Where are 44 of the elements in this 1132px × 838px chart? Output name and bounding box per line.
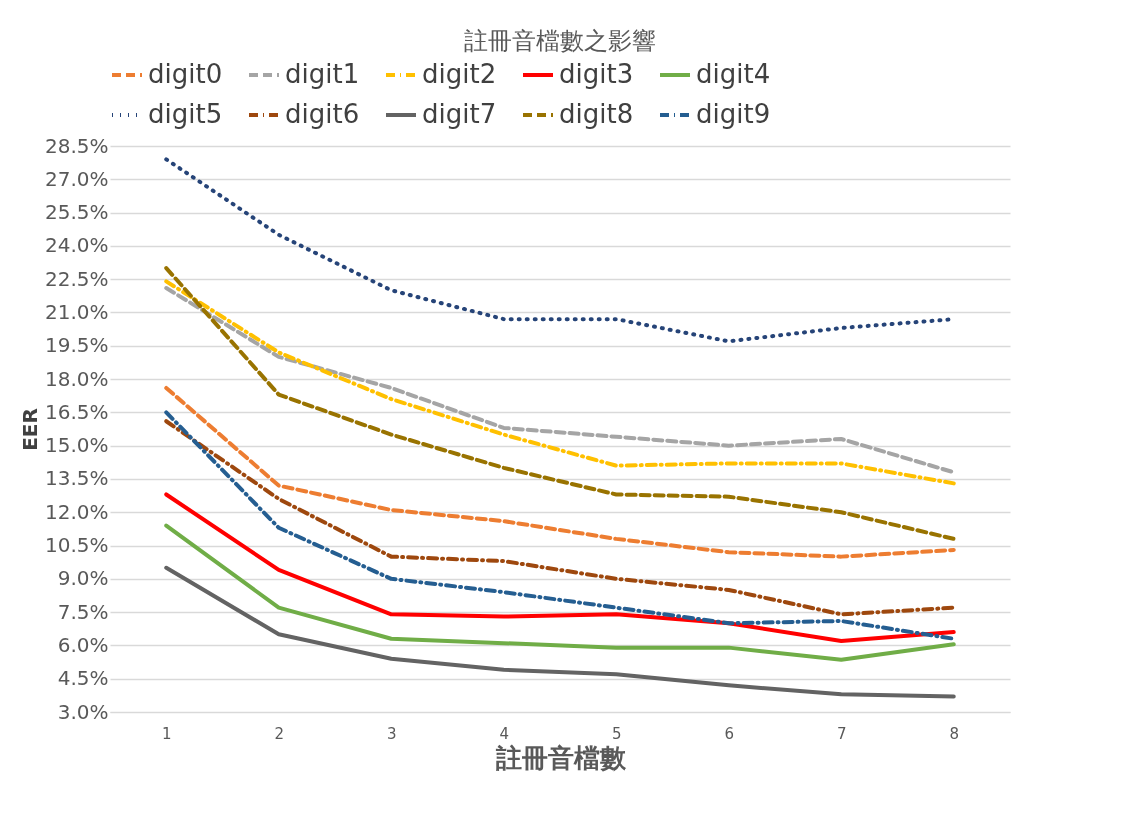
y-tick-label: 3.0% xyxy=(57,699,109,724)
x-tick-label: 7 xyxy=(836,724,847,743)
legend-label: digit9 xyxy=(696,99,771,129)
chart-title: 註冊音檔數之影響 xyxy=(464,27,656,55)
x-tick-label: 2 xyxy=(274,724,285,743)
y-tick-label: 6.0% xyxy=(57,632,109,657)
y-tick-label: 21.0% xyxy=(44,299,109,324)
legend-label: digit6 xyxy=(285,99,360,129)
y-tick-label: 13.5% xyxy=(44,466,109,491)
line-series xyxy=(164,266,956,541)
line-series xyxy=(164,523,956,662)
y-tick-label: 28.5% xyxy=(44,133,109,158)
y-tick-label: 9.0% xyxy=(57,566,109,591)
x-tick-label: 5 xyxy=(611,724,622,743)
x-tick-label: 8 xyxy=(949,724,960,743)
x-axis-title: 註冊音檔數 xyxy=(494,742,627,773)
legend-label: digit8 xyxy=(559,99,634,129)
y-axis-title: EER xyxy=(17,408,42,451)
y-tick-label: 10.5% xyxy=(44,533,109,558)
y-tick-label: 24.0% xyxy=(44,233,109,258)
y-tick-label: 27.0% xyxy=(44,166,109,191)
line-series xyxy=(164,492,956,643)
legend-label: digit3 xyxy=(559,59,634,89)
y-tick-label: 19.5% xyxy=(44,333,109,358)
x-tick-label: 3 xyxy=(386,724,397,743)
line-series xyxy=(164,385,956,559)
y-tick-label: 16.5% xyxy=(44,399,109,424)
x-tick-label: 4 xyxy=(499,724,510,743)
legend-label: digit7 xyxy=(422,99,497,129)
y-tick-label: 25.5% xyxy=(44,200,109,225)
legend-label: digit5 xyxy=(148,99,223,129)
y-tick-label: 15.0% xyxy=(44,433,109,458)
legend-label: digit1 xyxy=(285,59,360,89)
y-tick-label: 4.5% xyxy=(57,666,109,691)
legend-label: digit0 xyxy=(148,59,223,89)
x-tick-label: 1 xyxy=(161,724,172,743)
line-series xyxy=(164,565,956,699)
y-tick-label: 22.5% xyxy=(44,266,109,291)
y-tick-label: 7.5% xyxy=(57,599,109,624)
legend-label: digit2 xyxy=(422,59,497,89)
x-tick-label: 6 xyxy=(724,724,735,743)
legend-label: digit4 xyxy=(696,59,771,89)
y-tick-label: 18.0% xyxy=(44,366,109,391)
y-tick-label: 12.0% xyxy=(44,499,109,524)
